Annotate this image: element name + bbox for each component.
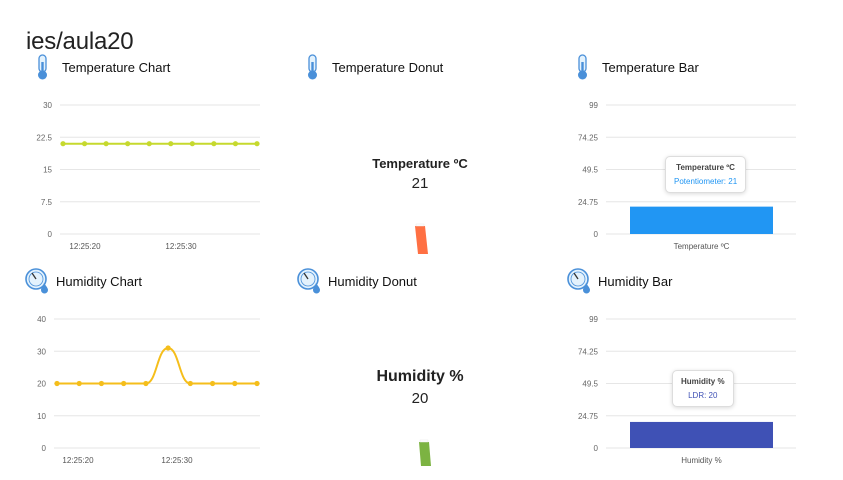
widget-title: Humidity Donut: [328, 273, 417, 289]
y-tick-label: 49.5: [582, 166, 598, 175]
data-point: [209, 380, 216, 387]
gauge-fill: [415, 226, 428, 254]
data-point: [232, 380, 238, 387]
x-tick-label: 12:25:20: [62, 456, 94, 465]
widget-header: Temperature Bar: [570, 52, 699, 82]
widget-header: Humidity Donut: [296, 266, 417, 296]
y-tick-label: 0: [594, 444, 599, 453]
data-point: [103, 141, 109, 147]
chart-tooltip: Humidity % LDR: 20: [672, 370, 734, 407]
data-point: [81, 141, 88, 147]
y-tick-label: 99: [589, 101, 598, 110]
thermometer-icon: [300, 53, 326, 81]
data-point: [232, 141, 239, 147]
tooltip-value: LDR: 20: [688, 391, 718, 400]
tooltip-title: Temperature ºC: [676, 163, 735, 172]
y-tick-label: 74.25: [578, 347, 599, 356]
y-tick-label: 22.5: [36, 133, 52, 142]
data-point: [165, 345, 171, 351]
widget-title: Humidity Chart: [56, 273, 142, 289]
widget-header: Humidity Chart: [24, 266, 142, 296]
thermometer-icon: [570, 53, 596, 81]
data-point: [254, 141, 260, 147]
series-line: [57, 347, 257, 385]
donut-gauge-segment: [415, 223, 428, 254]
humidity-gauge-icon: [296, 267, 322, 295]
tooltip-value: Potentiometer: 21: [674, 177, 738, 186]
y-tick-label: 0: [42, 444, 47, 453]
bar: [630, 421, 773, 448]
temperature-chart-widget: Temperature Chart 0 7.5 15 22.5 30 12:25:20 12…: [30, 52, 270, 262]
widget-title: Temperature Bar: [602, 59, 699, 75]
widget-header: Temperature Chart: [30, 52, 170, 82]
y-tick-label: 24.75: [578, 198, 599, 207]
humidity-line-chart: 0 10 20 30 40 12:25:20 12:25:30: [37, 315, 260, 465]
y-tick-label: 0: [594, 230, 599, 239]
data-point: [254, 380, 260, 387]
page-title: ies/aula20: [26, 28, 134, 56]
widget-title: Temperature Chart: [62, 59, 171, 75]
gauge-fill: [419, 442, 431, 466]
y-tick-label: 49.5: [582, 380, 598, 389]
data-point: [60, 141, 66, 147]
y-tick-label: 0: [48, 230, 53, 239]
y-tick-label: 30: [43, 101, 52, 110]
y-tick-label: 20: [37, 380, 46, 389]
temperature-bar-widget: Temperature Bar 0 24.75 49.5 74.25 99 Tempera…: [570, 52, 810, 262]
data-point: [211, 141, 217, 147]
humidity-gauge-icon: [566, 267, 592, 295]
humidity-gauge-icon: [24, 267, 50, 295]
temperature-donut-widget: Temperature Donut Temperature ºC 21: [300, 52, 540, 262]
thermometer-icon: [30, 53, 56, 81]
data-point: [76, 380, 82, 387]
humidity-chart-widget: Humidity Chart 0 10 20 30 40 12:25:20 12:25:30: [24, 266, 270, 476]
donut-gauge-segment: [419, 439, 431, 466]
y-tick-label: 74.25: [578, 133, 599, 142]
widget-title: Humidity Bar: [598, 273, 673, 289]
widget-header: Temperature Donut: [300, 52, 443, 82]
data-point: [54, 380, 60, 387]
data-point: [125, 141, 131, 147]
x-tick-label: 12:25:30: [161, 456, 193, 465]
data-point: [143, 380, 149, 387]
x-category-label: Humidity %: [681, 456, 721, 465]
chart-tooltip: Temperature ºC Potentiometer: 21: [665, 156, 747, 193]
widget-title: Temperature Donut: [332, 59, 444, 75]
donut-readout: Humidity % 20: [296, 368, 544, 407]
data-point: [121, 380, 127, 387]
humidity-donut-widget: Humidity Donut Humidity % 20: [296, 266, 540, 476]
widget-header: Humidity Bar: [566, 266, 672, 296]
humidity-bar-widget: Humidity Bar 0 24.75 49.5 74.25 99 Humidity %…: [566, 266, 810, 476]
humidity-bar-chart: 0 24.75 49.5 74.25 99 Humidity %: [578, 315, 796, 465]
y-tick-label: 24.75: [578, 412, 599, 421]
donut-readout: Temperature ºC 21: [300, 156, 540, 192]
bar: [630, 206, 773, 234]
data-point: [187, 380, 193, 387]
x-category-label: Temperature ºC: [674, 242, 730, 251]
y-tick-label: 10: [37, 412, 46, 421]
donut-label: Temperature ºC: [372, 156, 468, 171]
data-point: [189, 141, 195, 147]
data-point: [146, 141, 152, 147]
donut-label: Humidity %: [376, 368, 464, 385]
y-tick-label: 40: [37, 315, 46, 324]
data-point: [168, 141, 174, 147]
tooltip-title: Humidity %: [681, 377, 725, 386]
x-tick-label: 12:25:30: [165, 242, 197, 251]
temperature-line-chart: 0 7.5 15 22.5 30 12:25:20 12:25:30: [36, 101, 260, 251]
y-tick-label: 30: [37, 347, 46, 356]
y-tick-label: 7.5: [41, 198, 53, 207]
donut-value: 21: [411, 175, 429, 192]
data-point: [98, 380, 105, 387]
y-tick-label: 15: [43, 166, 52, 175]
donut-value: 20: [411, 390, 429, 407]
x-tick-label: 12:25:20: [69, 242, 101, 251]
y-tick-label: 99: [589, 315, 598, 324]
